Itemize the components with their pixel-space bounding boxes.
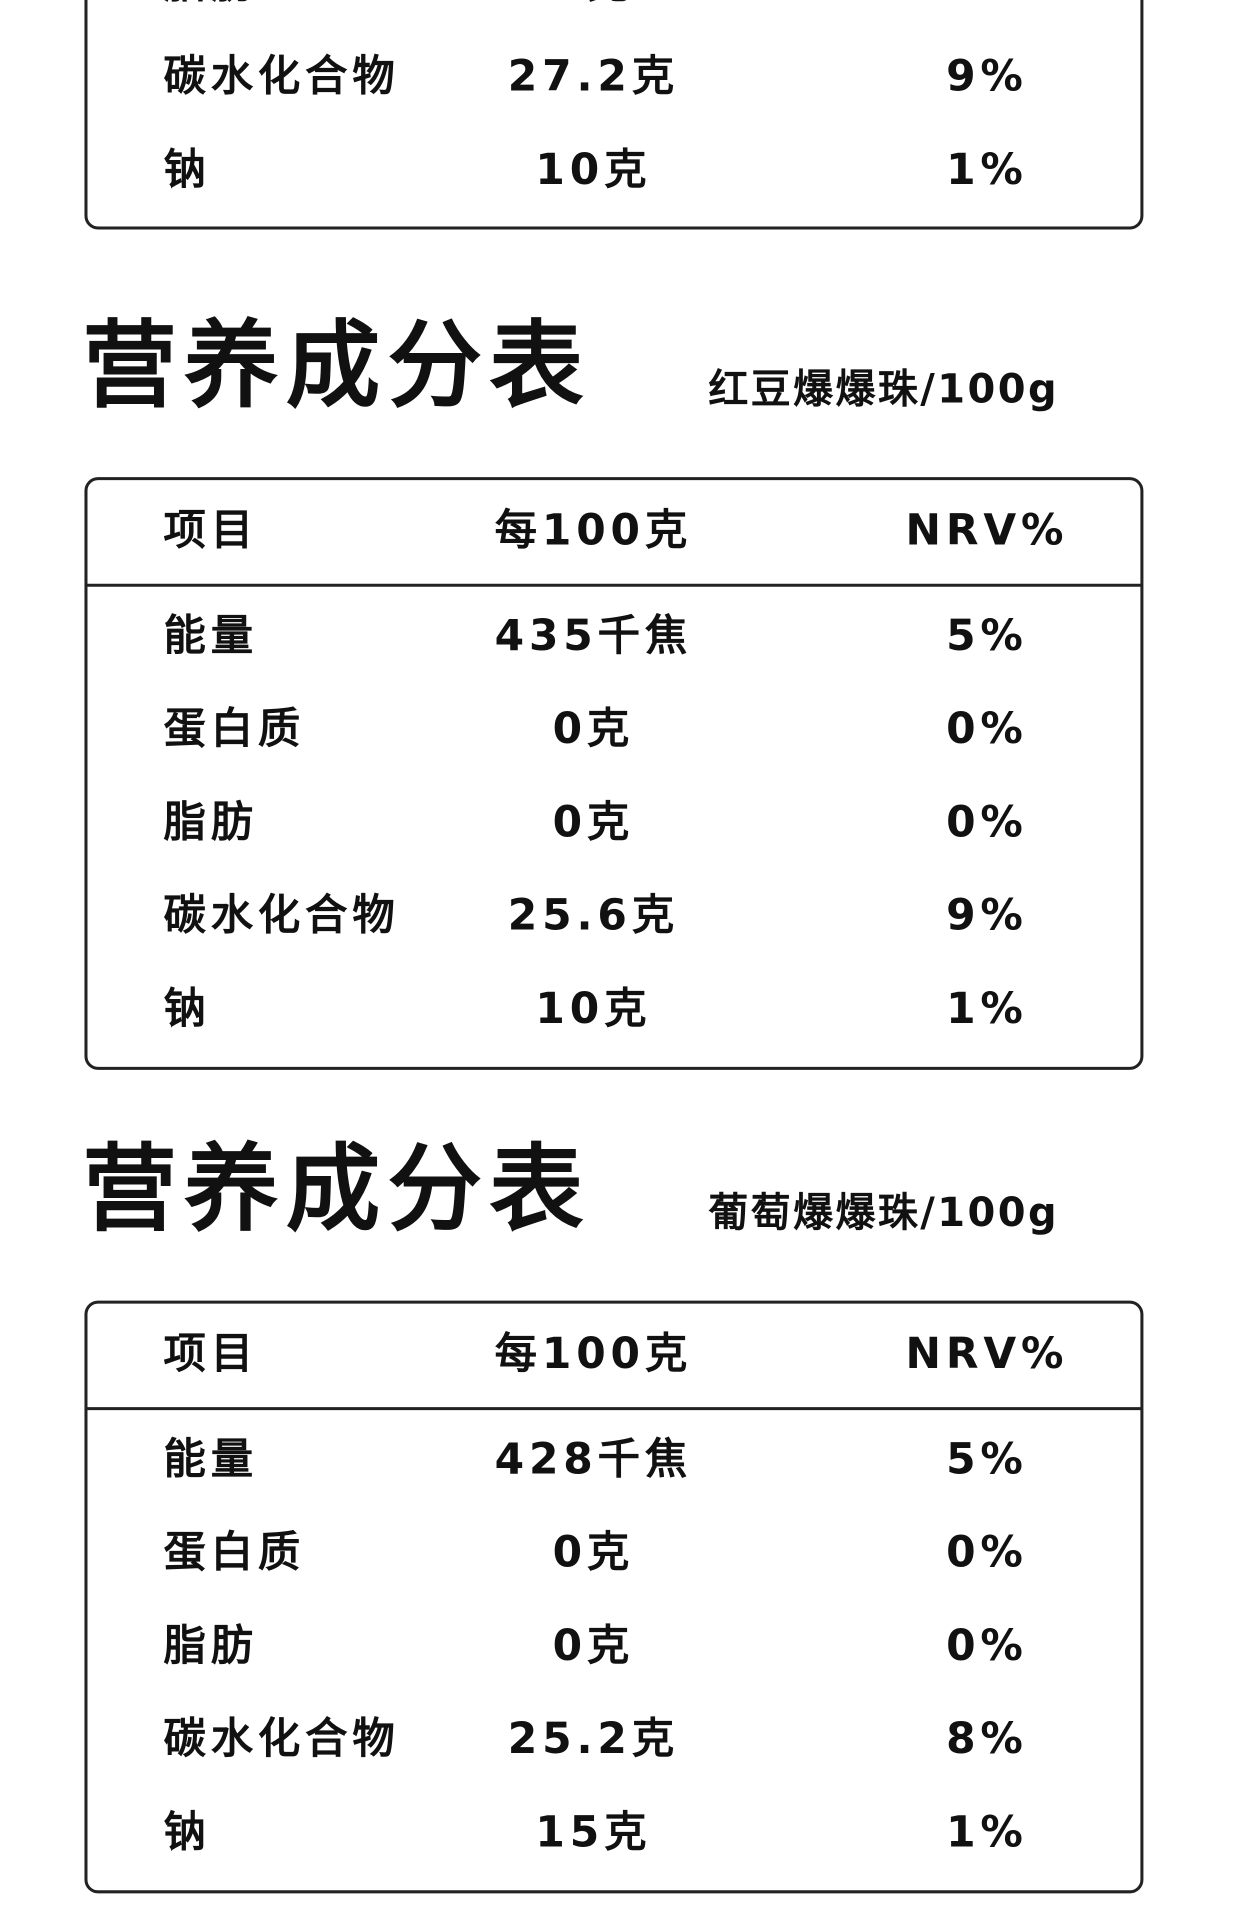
table-cell: NRV% [906,1329,1069,1378]
section-subtitle: 红豆爆爆珠/100g [708,366,1059,412]
table-cell: 能量 [163,611,257,660]
table-cell: 每100克 [495,506,692,555]
table-cell: 1% [946,1807,1028,1856]
table-cell: 钠 [163,984,210,1033]
table-cell: 脂肪 [163,0,257,7]
section-subtitle: 葡萄爆爆珠/100g [708,1190,1059,1236]
table-cell: 27.2克 [508,52,679,101]
section-title: 营养成分表 [82,311,591,421]
table-cell: 25.2克 [508,1714,679,1763]
table-cell: 10克 [535,984,651,1033]
table-cell: 碳水化合物 [163,891,399,940]
table-cell: 10克 [535,145,651,194]
table-cell: 0克 [553,1528,635,1577]
table-cell: 能量 [163,1434,257,1483]
table-cell: 5% [946,1434,1028,1483]
section-title: 营养成分表 [82,1134,591,1244]
table-cell: 9% [946,891,1028,940]
table-cell: 碳水化合物 [163,1714,399,1763]
table-cell: 0克 [553,704,635,753]
table-cell: 每100克 [495,1329,692,1378]
table-cell: 0% [946,1528,1028,1577]
table-cell: 8% [946,1714,1028,1763]
table-cell: 9% [946,52,1028,101]
table-cell: 0% [946,0,1028,7]
table-box [84,477,1144,1070]
table-cell: 0克 [553,797,635,846]
table-cell: 项目 [163,506,257,555]
table-cell: 0克 [553,0,635,7]
table-cell: 428千焦 [495,1434,692,1483]
table-cell: 1% [946,984,1028,1033]
table-cell: 蛋白质 [163,704,305,753]
table-box [84,1300,1144,1894]
table-cell: 脂肪 [163,1621,257,1670]
table-cell: 蛋白质 [163,1528,305,1577]
table-cell: 5% [946,611,1028,660]
table-cell: 钠 [163,1807,210,1856]
table-cell: 25.6克 [508,891,679,940]
table-cell: 1% [946,145,1028,194]
table-cell: 0% [946,1621,1028,1670]
table-cell: 0% [946,704,1028,753]
table-cell: 脂肪 [163,797,257,846]
table-cell: 钠 [163,145,210,194]
table-cell: 项目 [163,1329,257,1378]
table-cell: 15克 [535,1807,651,1856]
table-cell: NRV% [906,506,1069,555]
table-cell: 435千焦 [495,611,692,660]
table-cell: 碳水化合物 [163,52,399,101]
table-box [84,0,1144,230]
table-cell: 0% [946,797,1028,846]
table-cell: 0克 [553,1621,635,1670]
